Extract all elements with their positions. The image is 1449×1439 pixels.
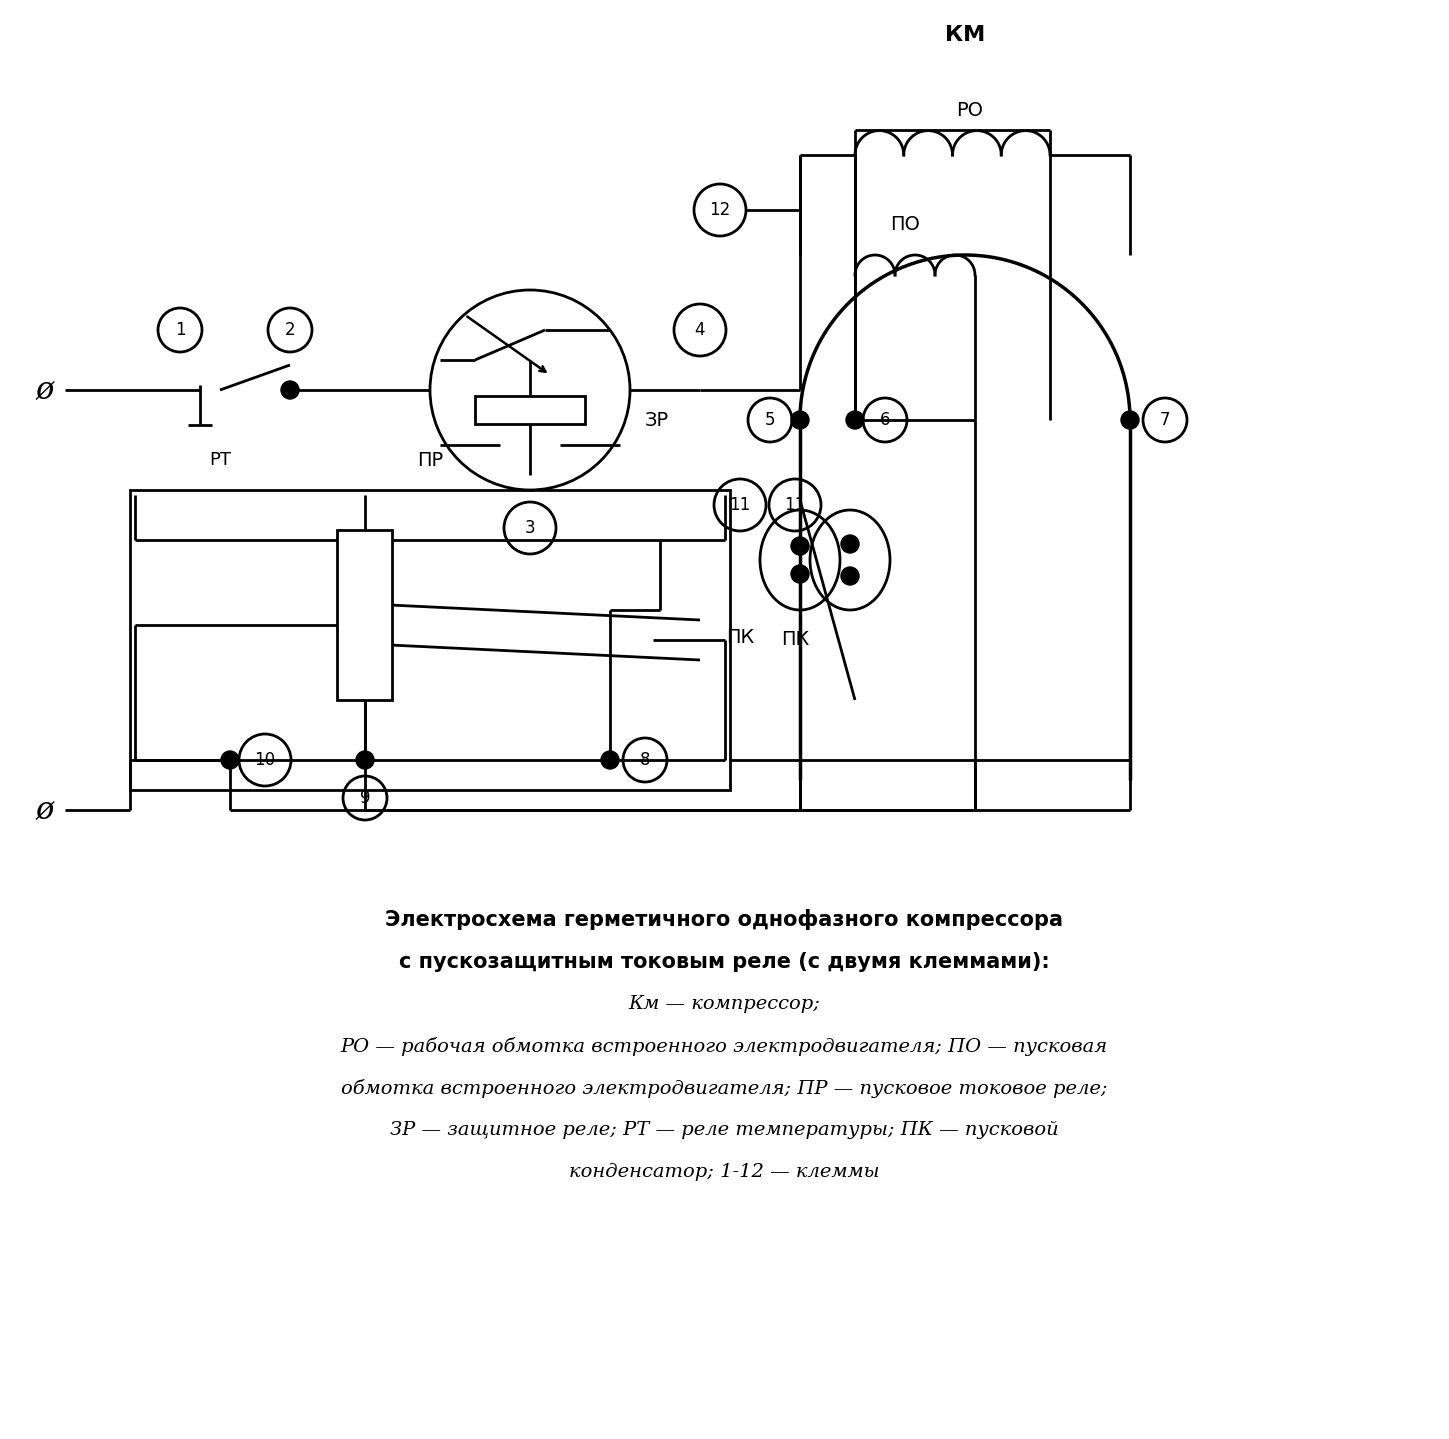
Text: конденсатор; 1-12 — клеммы: конденсатор; 1-12 — клеммы [569,1163,880,1181]
Text: с пускозащитным токовым реле (с двумя клеммами):: с пускозащитным токовым реле (с двумя кл… [398,953,1049,971]
Circle shape [840,567,859,586]
Bar [383,610,400,640]
Text: 8: 8 [640,751,651,768]
Text: 6: 6 [880,412,890,429]
Text: ЗР: ЗР [645,410,669,429]
Text: КМ: КМ [945,24,985,45]
Text: РТ: РТ [209,450,230,469]
Text: РО — рабочая обмотка встроенного электродвигателя; ПО — пусковая: РО — рабочая обмотка встроенного электро… [341,1036,1107,1055]
Text: РО: РО [956,101,984,119]
Text: 9: 9 [359,789,371,807]
Text: 7: 7 [1159,412,1171,429]
Bar [625,625,643,655]
Text: Км — компрессор;: Км — компрессор; [627,994,820,1013]
Polygon shape [390,604,700,661]
Circle shape [1122,412,1139,429]
Circle shape [791,537,809,555]
Text: 12: 12 [710,201,730,219]
Text: ø: ø [36,374,54,406]
Text: ПР: ПР [417,450,443,471]
Circle shape [222,751,239,768]
Circle shape [840,535,859,553]
Text: 1: 1 [175,321,185,340]
Text: 3: 3 [525,519,535,537]
Text: обмотка встроенного электродвигателя; ПР — пусковое токовое реле;: обмотка встроенного электродвигателя; ПР… [341,1078,1107,1098]
Circle shape [791,412,809,429]
Bar [338,530,393,699]
Circle shape [281,381,298,399]
Circle shape [601,751,619,768]
Text: 11: 11 [784,496,806,514]
Text: ПК: ПК [726,627,753,648]
Text: ПК: ПК [781,630,809,649]
Circle shape [356,751,374,768]
Text: ПО: ПО [890,216,920,235]
Text: 4: 4 [694,321,706,340]
Text: Электросхема герметичного однофазного компрессора: Электросхема герметичного однофазного ко… [385,909,1064,931]
Text: 5: 5 [765,412,775,429]
Text: ЗР — защитное реле; РТ — реле температуры; ПК — пусковой: ЗР — защитное реле; РТ — реле температур… [390,1121,1058,1140]
Text: 10: 10 [255,751,275,768]
Text: 2: 2 [284,321,296,340]
Circle shape [846,412,864,429]
Bar [130,491,730,790]
Bar [475,396,585,425]
Circle shape [791,566,809,583]
Text: ø: ø [36,794,54,826]
Text: 11: 11 [729,496,751,514]
